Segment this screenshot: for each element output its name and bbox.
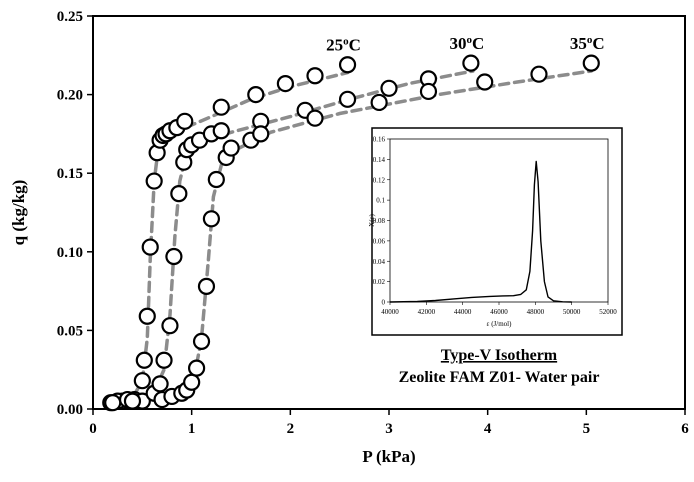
data-point (338, 56, 357, 74)
data-point (222, 139, 240, 157)
inset-x-axis-label: ε (J/mol) (487, 320, 513, 328)
series-label: 35oC (570, 34, 605, 53)
data-point (306, 67, 324, 85)
data-point (188, 359, 206, 377)
data-point (252, 125, 270, 143)
inset-y-tick-label: 0.08 (373, 217, 386, 225)
data-point (138, 307, 156, 325)
inset-chart: 40000 42000 44000 46000 48000 50000 52000 0 0.02… (368, 127, 623, 336)
data-point (151, 375, 169, 393)
y-tick-label: 0.05 (57, 323, 83, 339)
data-point (212, 122, 230, 140)
inset-frame (371, 127, 623, 336)
data-point (197, 277, 216, 295)
y-tick-label: 0.15 (57, 166, 83, 182)
x-tick-label: 6 (681, 421, 689, 437)
x-tick-label: 0 (89, 421, 97, 437)
y-tick-label: 0.00 (57, 402, 83, 418)
data-point (183, 373, 201, 391)
data-point (247, 85, 265, 104)
inset-y-axis-label: X(ε) (368, 214, 376, 227)
data-point (176, 112, 194, 130)
y-tick-label: 0.10 (57, 245, 83, 261)
series-label: 25oC (326, 36, 361, 55)
inset-y-tick-label: 0.06 (373, 237, 386, 245)
inset-x-tick-label: 46000 (490, 308, 508, 316)
data-point (419, 82, 438, 101)
inset-y-tick-label: 0 (382, 299, 386, 307)
data-point (145, 172, 163, 190)
x-tick-label: 1 (188, 421, 196, 437)
data-point (212, 98, 230, 116)
data-point (582, 54, 600, 72)
data-point (462, 54, 480, 72)
x-tick-label: 2 (287, 421, 295, 437)
caption-subtitle: Zeolite FAM Z01- Water pair (399, 369, 600, 386)
inset-y-tick-label: 0.02 (373, 278, 386, 286)
x-axis-label: P (kPa) (362, 447, 415, 466)
inset-y-tick-label: 0.14 (373, 156, 386, 164)
data-point (476, 73, 494, 91)
data-point (123, 392, 142, 410)
inset-x-tick-label: 48000 (527, 308, 545, 316)
data-point (370, 93, 388, 112)
inset-x-tick-label: 40000 (381, 308, 399, 316)
inset-y-tick-label: 0.1 (376, 197, 385, 205)
inset-x-tick-label: 50000 (563, 308, 581, 316)
inset-y-tick-label: 0.04 (373, 258, 386, 266)
data-point (135, 351, 153, 369)
data-point (276, 74, 294, 93)
data-point (530, 65, 548, 83)
y-tick-label: 0.25 (57, 9, 83, 25)
data-point (170, 185, 188, 203)
data-point (165, 247, 183, 266)
data-point (306, 109, 324, 127)
data-point (161, 317, 179, 335)
data-point (202, 210, 220, 228)
inset-x-tick-label: 42000 (418, 308, 436, 316)
inset-y-tick-label: 0.16 (373, 136, 386, 144)
x-tick-label: 4 (484, 421, 492, 437)
data-point (155, 351, 173, 369)
x-tick-label: 3 (385, 421, 393, 437)
y-tick-label: 0.20 (57, 88, 83, 104)
inset-x-tick-label: 44000 (454, 308, 472, 316)
series-label: 30oC (450, 34, 485, 53)
data-point (380, 79, 398, 97)
data-point (141, 238, 159, 256)
inset-x-tick-label: 52000 (599, 308, 617, 316)
data-point (338, 90, 357, 108)
caption-title: Type-V Isotherm (441, 347, 558, 364)
inset-y-tick-label: 0.12 (373, 176, 386, 184)
fit-line (110, 69, 594, 405)
x-tick-label: 5 (583, 421, 591, 437)
data-point (104, 394, 122, 412)
main-plot: 0 1 2 3 4 5 60.000.050.100.150.200.25P (kPa)q … (9, 9, 689, 466)
y-axis-label: q (kg/kg) (9, 180, 28, 246)
data-point (133, 372, 151, 390)
data-point (207, 170, 225, 189)
data-point (192, 332, 211, 351)
inset-line (389, 160, 572, 303)
